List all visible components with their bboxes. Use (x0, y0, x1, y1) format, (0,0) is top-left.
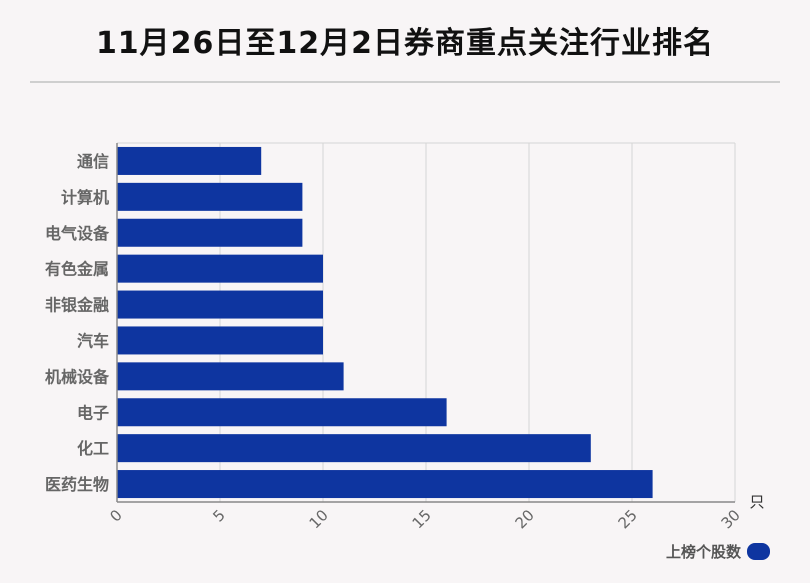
bar (117, 362, 344, 391)
legend: 上榜个股数 (666, 541, 770, 562)
axes: 只 (116, 143, 765, 511)
category-label: 计算机 (61, 188, 109, 207)
bar (117, 218, 303, 247)
x-unit-label: 只 (749, 493, 764, 511)
legend-label: 上榜个股数 (665, 543, 741, 561)
category-label: 有色金属 (45, 260, 109, 279)
bar (117, 326, 323, 355)
bar (117, 434, 591, 463)
x-tick-label: 15 (409, 506, 435, 532)
bar (117, 470, 653, 499)
legend-swatch (747, 543, 770, 560)
x-tick-labels: 0 5 10 15 20 25 30 (106, 506, 743, 532)
x-tick-label: 5 (209, 506, 228, 525)
x-tick-label: 30 (718, 506, 744, 532)
bar (117, 290, 323, 319)
category-label: 非银金融 (45, 296, 109, 315)
bar (117, 254, 323, 283)
category-label: 化工 (77, 439, 109, 458)
bar (117, 398, 447, 427)
category-label: 通信 (77, 152, 109, 171)
x-tick-label: 10 (306, 506, 332, 532)
bar (117, 182, 303, 211)
bar (117, 146, 262, 175)
category-label: 电气设备 (45, 224, 110, 243)
category-label: 汽车 (77, 331, 109, 350)
category-label: 机械设备 (45, 367, 110, 386)
category-label: 医药生物 (45, 475, 109, 494)
title-divider (30, 81, 780, 83)
x-tick-label: 0 (106, 506, 125, 525)
bars (117, 146, 653, 499)
x-tick-label: 20 (512, 506, 538, 532)
category-label: 电子 (77, 403, 109, 422)
x-tick-label: 25 (615, 506, 641, 532)
chart-title: 11月26日至12月2日券商重点关注行业排名 (95, 26, 715, 61)
